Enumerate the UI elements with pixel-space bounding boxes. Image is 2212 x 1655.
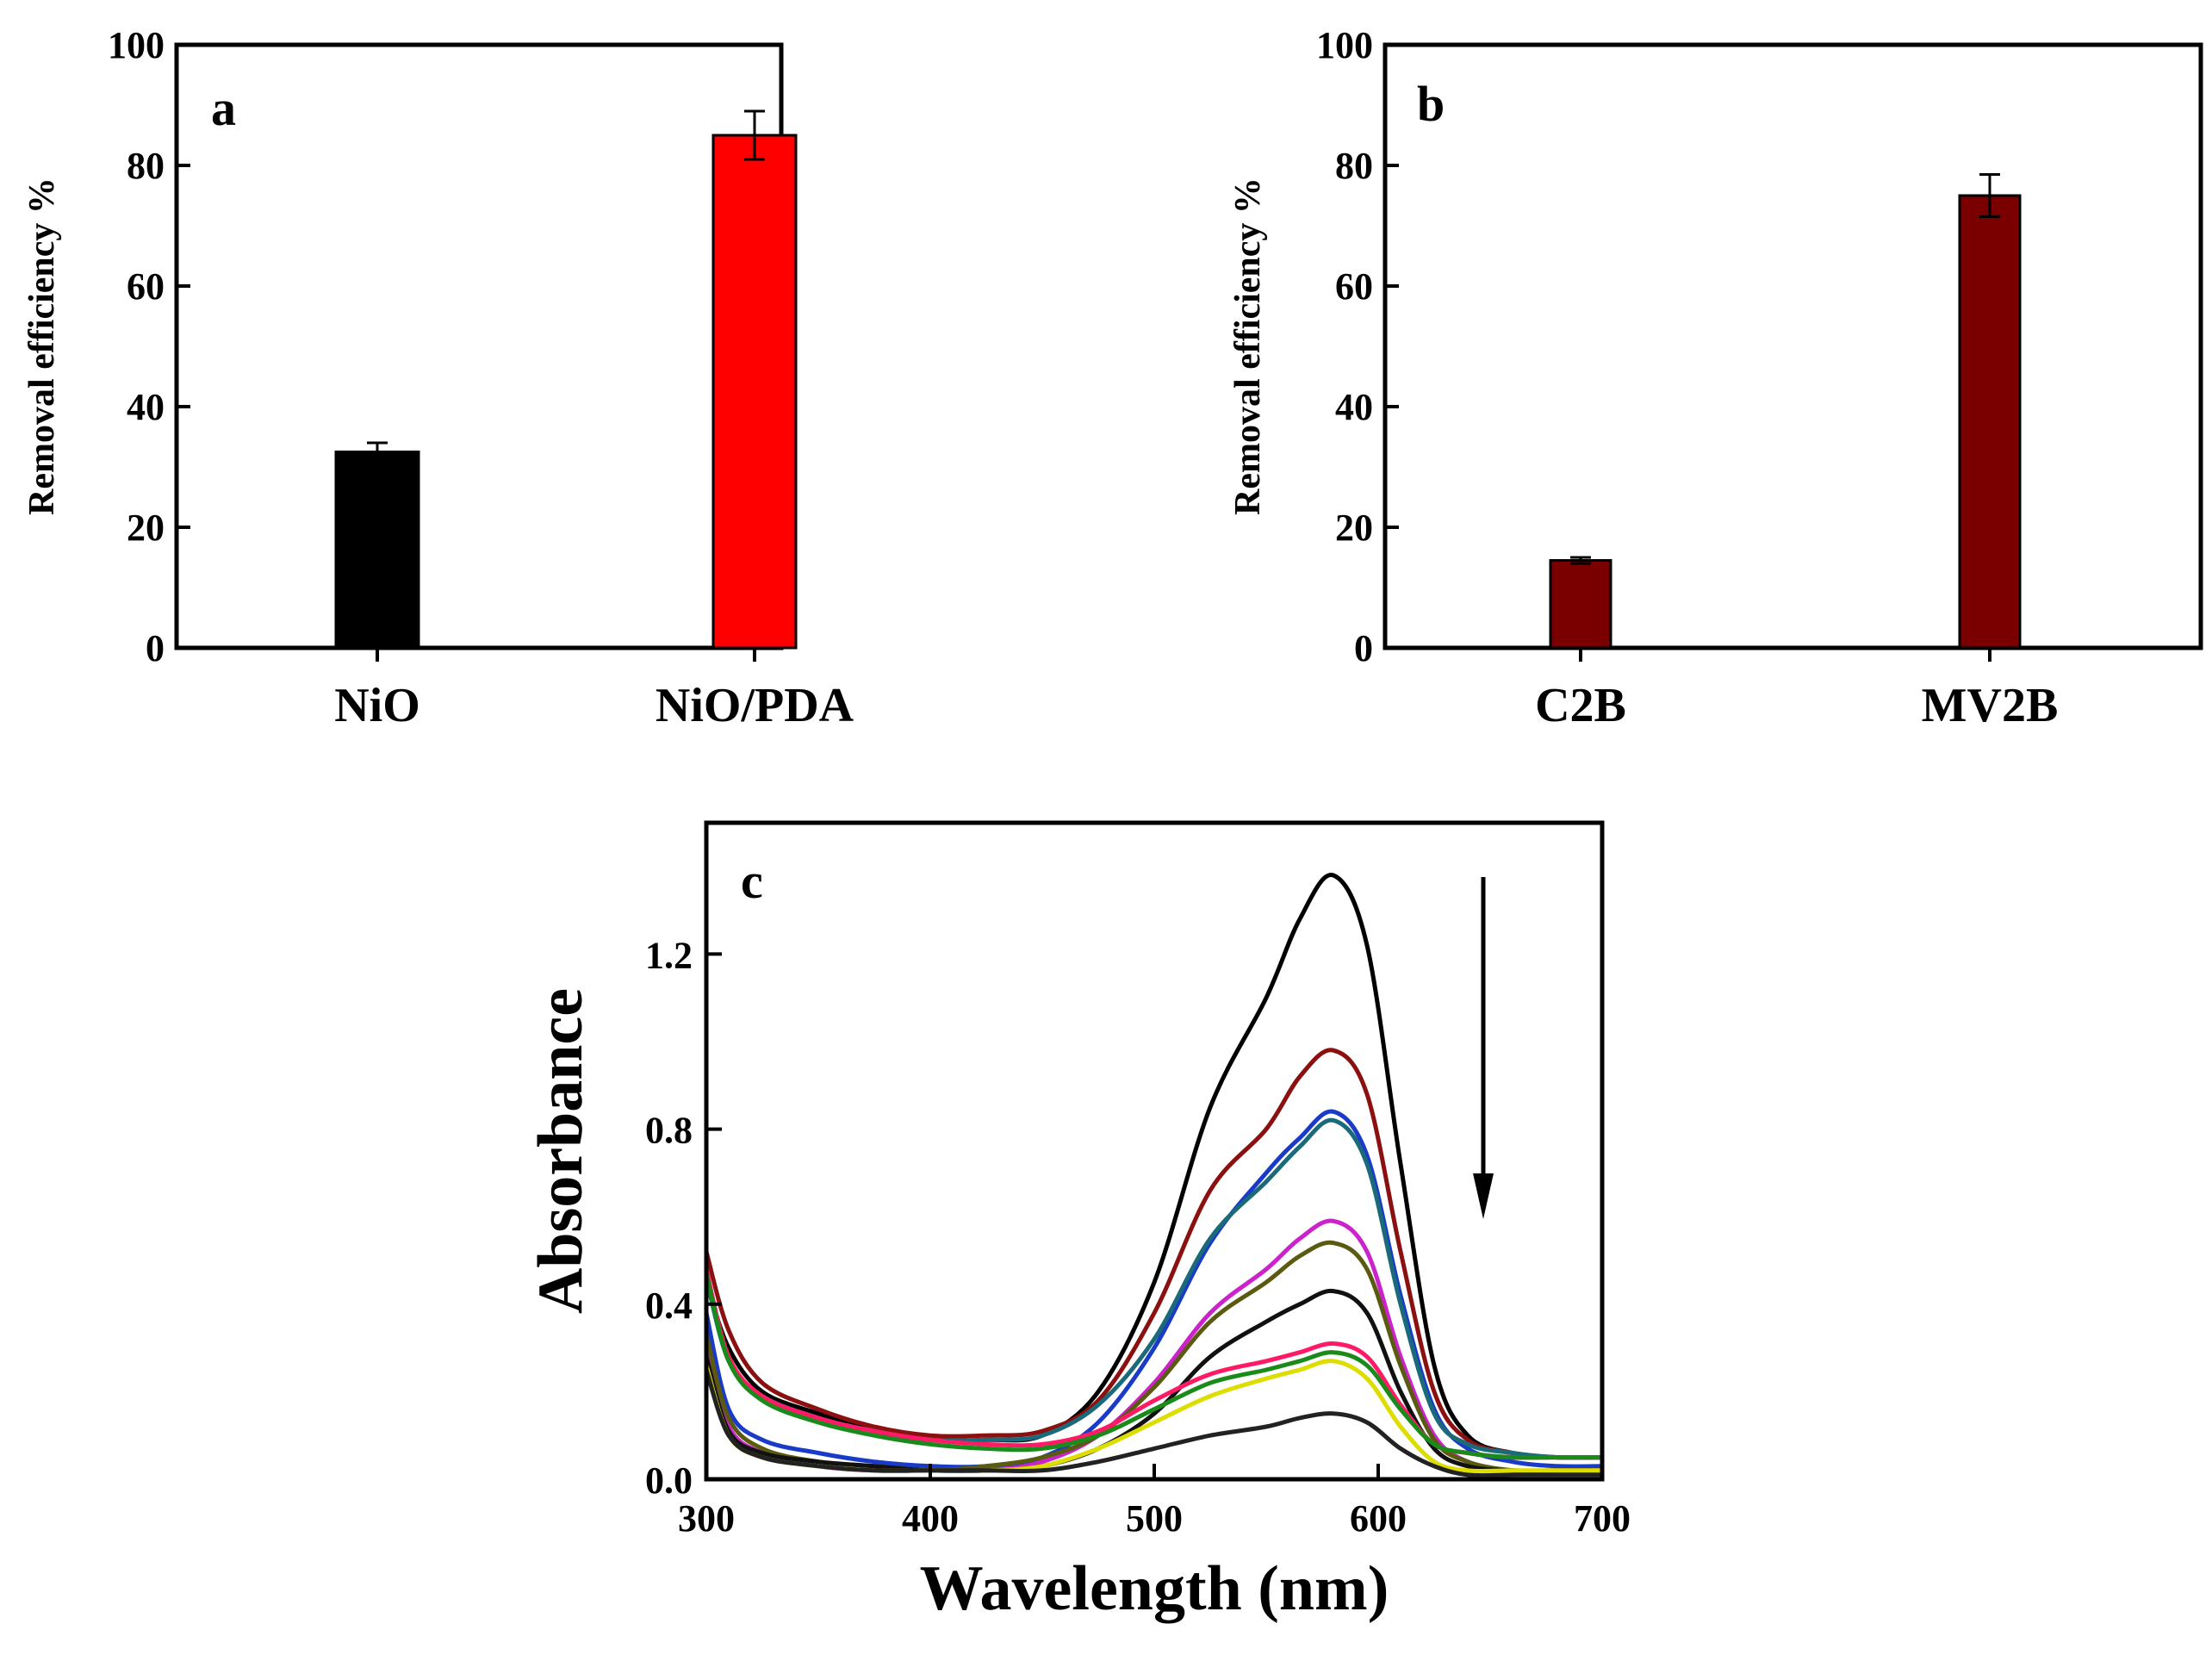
x-tick-label: 700	[1574, 1497, 1631, 1540]
arrow-head	[1473, 1173, 1494, 1219]
series-line-11	[706, 1369, 1602, 1478]
bar-nio-pda	[711, 134, 798, 650]
y-tick-label: 80	[1335, 145, 1373, 187]
panel-a-category-labels: NiO NiO/PDA	[334, 648, 854, 732]
panel-a-bars	[334, 109, 798, 650]
panel-c-x-ticks: 300 400 500 600 700	[678, 1464, 1631, 1540]
series-line-9	[706, 1272, 1602, 1460]
series-line-2	[706, 1048, 1602, 1460]
panel-c: c 0.0 0.4 0.8 1.2 300 400 500 600 700 Absorbanc…	[525, 820, 1631, 1624]
category-label: NiO/PDA	[656, 679, 854, 732]
y-tick-label: 80	[127, 145, 165, 187]
x-tick-label: 600	[1350, 1497, 1407, 1540]
series-line-7	[706, 1289, 1602, 1473]
panel-c-label: c	[741, 853, 763, 909]
panel-b-y-ticks: 0 20 40 60 80 100	[1316, 24, 1399, 669]
series-line-1	[706, 873, 1602, 1460]
x-tick-label: 400	[902, 1497, 959, 1540]
category-label: C2B	[1535, 679, 1626, 732]
y-tick-label: 0.4	[645, 1285, 693, 1327]
y-tick-label: 0.8	[645, 1110, 693, 1152]
y-tick-label: 100	[108, 24, 165, 66]
bar-nio	[334, 451, 420, 650]
panel-c-series-lines	[706, 873, 1602, 1478]
x-tick-label: 500	[1126, 1497, 1183, 1540]
panel-b-category-labels: C2B MV2B	[1535, 648, 2058, 732]
panel-b: b Removal efficiency % 0 20 40 60 80 100 C2B M…	[1228, 24, 2203, 732]
y-tick-label: 60	[1335, 265, 1373, 308]
category-label: NiO	[334, 679, 420, 732]
y-tick-label: 40	[127, 386, 165, 428]
y-tick-label: 1.2	[645, 934, 693, 976]
x-tick-label: 300	[678, 1497, 735, 1540]
panel-c-y-ticks: 0.0 0.4 0.8 1.2	[645, 934, 722, 1502]
y-tick-label: 40	[1335, 386, 1373, 428]
panel-a-label: a	[211, 80, 236, 136]
panel-b-bars	[1549, 173, 2022, 650]
panel-a-y-ticks: 0 20 40 60 80 100	[108, 24, 190, 669]
panel-a-y-axis-title: Removal efficiency %	[22, 177, 62, 515]
category-label: MV2B	[1922, 679, 2059, 732]
y-tick-label: 60	[127, 265, 165, 308]
panel-b-label: b	[1417, 76, 1445, 132]
panel-c-y-axis-title: Absorbance	[525, 988, 596, 1314]
y-tick-label: 0	[146, 627, 165, 669]
panel-b-frame	[1382, 42, 2203, 650]
y-tick-label: 100	[1316, 24, 1373, 66]
panel-c-x-axis-title: Wavelength (nm)	[920, 1553, 1389, 1624]
bar-c2b	[1549, 559, 1612, 650]
y-tick-label: 20	[127, 507, 165, 549]
y-tick-label: 0.0	[645, 1459, 693, 1502]
panel-b-y-axis-title: Removal efficiency %	[1228, 177, 1268, 515]
panel-c-arrow-annotation	[1473, 877, 1494, 1219]
bar-mv2b	[1958, 194, 2022, 650]
y-tick-label: 0	[1354, 627, 1373, 669]
y-tick-label: 20	[1335, 507, 1373, 549]
panel-a-frame	[174, 42, 784, 650]
